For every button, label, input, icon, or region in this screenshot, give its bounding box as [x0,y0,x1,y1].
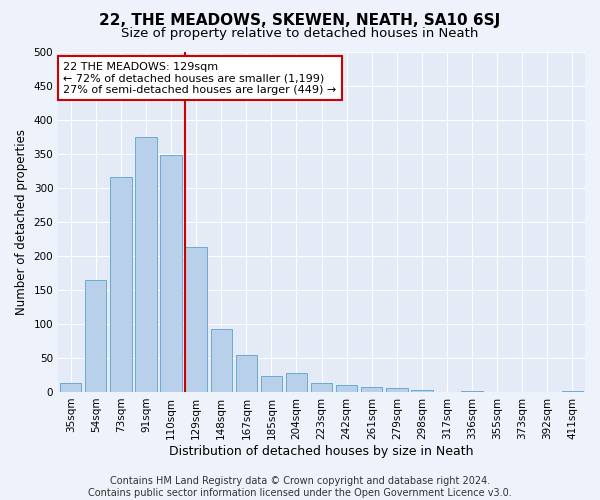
Text: 22, THE MEADOWS, SKEWEN, NEATH, SA10 6SJ: 22, THE MEADOWS, SKEWEN, NEATH, SA10 6SJ [100,12,500,28]
Bar [336,385,358,392]
Bar [136,136,157,392]
Bar [110,178,131,392]
Bar [211,328,232,392]
Text: Size of property relative to detached houses in Neath: Size of property relative to detached ho… [121,28,479,40]
Bar [386,388,407,392]
Bar [261,376,282,392]
Bar [185,247,207,392]
Text: Contains HM Land Registry data © Crown copyright and database right 2024.
Contai: Contains HM Land Registry data © Crown c… [88,476,512,498]
Bar [160,155,182,392]
X-axis label: Distribution of detached houses by size in Neath: Distribution of detached houses by size … [169,444,474,458]
Bar [286,373,307,392]
Bar [361,386,382,392]
Bar [60,383,82,392]
Bar [85,280,106,392]
Text: 22 THE MEADOWS: 129sqm
← 72% of detached houses are smaller (1,199)
27% of semi-: 22 THE MEADOWS: 129sqm ← 72% of detached… [64,62,337,95]
Bar [411,390,433,392]
Y-axis label: Number of detached properties: Number of detached properties [15,128,28,314]
Bar [311,383,332,392]
Bar [236,354,257,392]
